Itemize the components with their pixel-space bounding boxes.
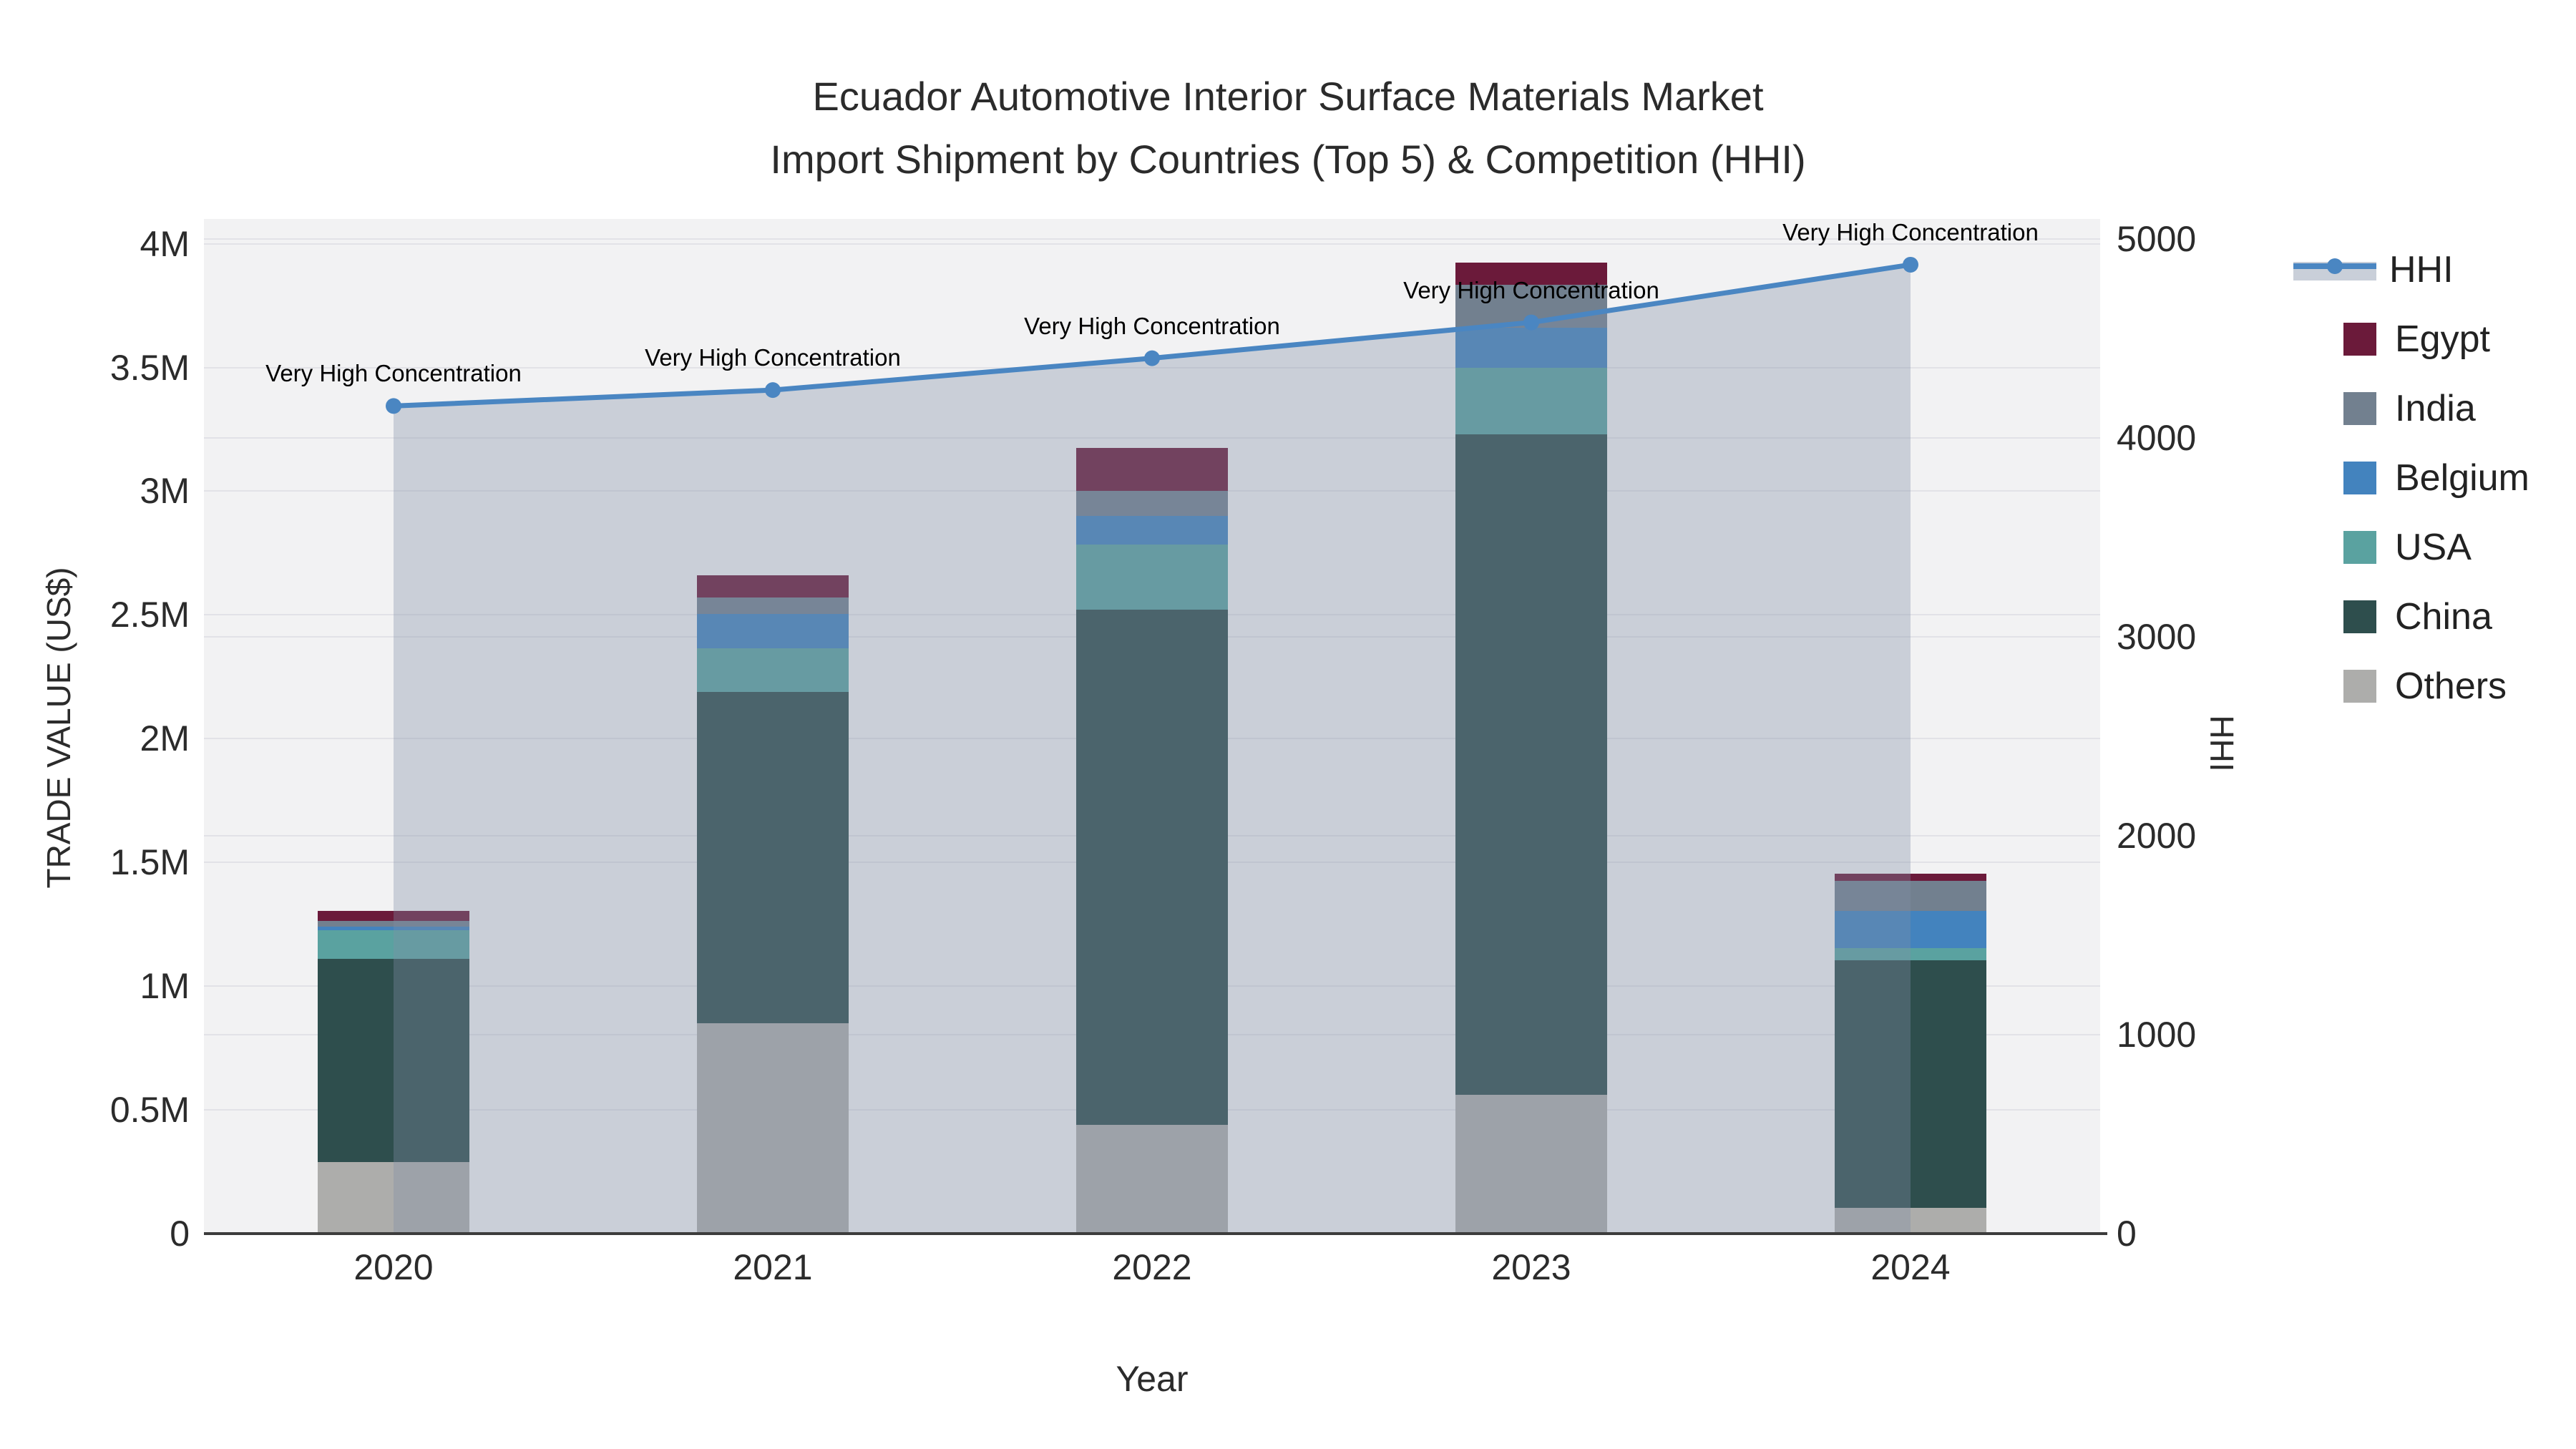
y-left-tick-label: 3M (140, 471, 190, 512)
legend-item-egypt[interactable]: Egypt (2293, 304, 2529, 374)
legend-item-usa[interactable]: USA (2293, 512, 2529, 582)
annotation-2023: Very High Concentration (1403, 276, 1659, 303)
x-axis-line (204, 1232, 2107, 1235)
legend-item-china[interactable]: China (2293, 582, 2529, 651)
annotation-2022: Very High Concentration (1024, 312, 1280, 339)
annotation-2024: Very High Concentration (1782, 218, 2039, 245)
y-right-tick-label: 2000 (2117, 815, 2197, 856)
hhi-legend-glyph (2293, 253, 2376, 286)
y-left-tick-label: 3.5M (109, 347, 190, 388)
legend-swatch-china (2343, 600, 2376, 633)
y-left-tick-label: 1.5M (109, 842, 190, 883)
bar-segment-india-2020[interactable] (318, 920, 469, 927)
legend-swatch-belgium (2343, 461, 2376, 494)
bar-segment-others-2021[interactable] (697, 1023, 849, 1234)
x-axis-title: Year (1116, 1359, 1189, 1399)
hhi-marker-2024[interactable] (1903, 256, 1918, 273)
bar-segment-egypt-2022[interactable] (1076, 447, 1228, 492)
y-left-tick-label: 2M (140, 718, 190, 759)
hhi-marker-2022[interactable] (1144, 350, 1160, 366)
legend: HHI Egypt India Belgium USA China Others (2293, 235, 2529, 721)
hhi-marker-2021[interactable] (765, 382, 781, 399)
x-tick-label-2024: 2024 (1870, 1247, 1951, 1287)
bar-segment-china-2020[interactable] (318, 959, 469, 1162)
bar-segment-usa-2023[interactable] (1455, 367, 1607, 434)
y-right-tick-label: 1000 (2117, 1014, 2197, 1055)
legend-label: China (2395, 595, 2492, 638)
bar-segment-china-2021[interactable] (697, 691, 849, 1024)
legend-swatch-usa (2343, 530, 2376, 564)
bar-segment-egypt-2023[interactable] (1455, 262, 1607, 285)
bar-segment-egypt-2020[interactable] (318, 910, 469, 921)
legend-label: USA (2395, 526, 2472, 568)
y-right-tick-label: 0 (2117, 1214, 2137, 1254)
hhi-area-fill (394, 264, 1911, 1234)
bar-segment-india-2024[interactable] (1835, 881, 1986, 911)
bar-segment-others-2023[interactable] (1455, 1095, 1607, 1234)
plot-area (204, 219, 2100, 1234)
annotation-2021: Very High Concentration (645, 344, 901, 371)
bar-segment-belgium-2023[interactable] (1455, 328, 1607, 368)
legend-swatch-india (2343, 391, 2376, 425)
y-right-tick-label: 5000 (2117, 218, 2197, 259)
bar-segment-belgium-2022[interactable] (1076, 516, 1228, 545)
y-right-tick-label: 3000 (2117, 616, 2197, 657)
legend-label: Egypt (2395, 318, 2490, 360)
hhi-marker-2020[interactable] (386, 398, 401, 414)
legend-label: Belgium (2395, 457, 2529, 499)
hhi-marker-2023[interactable] (1523, 314, 1539, 331)
x-tick-label-2021: 2021 (733, 1247, 813, 1287)
x-tick-label-2022: 2022 (1112, 1247, 1192, 1287)
gridline-left-axis (204, 243, 2100, 245)
bar-segment-belgium-2020[interactable] (318, 927, 469, 931)
bar-segment-china-2024[interactable] (1835, 960, 1986, 1208)
y-left-tick-label: 4M (140, 223, 190, 264)
legend-item-india[interactable]: India (2293, 374, 2529, 443)
legend-item-others[interactable]: Others (2293, 651, 2529, 721)
legend-item-hhi[interactable]: HHI (2293, 235, 2529, 304)
annotation-2020: Very High Concentration (265, 360, 522, 387)
bar-segment-usa-2021[interactable] (697, 648, 849, 692)
legend-swatch-others (2343, 669, 2376, 703)
bar-segment-china-2022[interactable] (1076, 610, 1228, 1125)
y-axis-right-title: HHI (2203, 715, 2240, 772)
legend-item-belgium[interactable]: Belgium (2293, 443, 2529, 512)
x-tick-label-2020: 2020 (353, 1247, 434, 1287)
bar-segment-egypt-2024[interactable] (1835, 873, 1986, 882)
bar-segment-usa-2024[interactable] (1835, 947, 1986, 960)
bar-segment-egypt-2021[interactable] (697, 575, 849, 598)
bar-segment-india-2022[interactable] (1076, 491, 1228, 517)
bar-segment-belgium-2024[interactable] (1835, 910, 1986, 948)
chart-title-line2: Import Shipment by Countries (Top 5) & C… (770, 137, 1806, 182)
bar-segment-china-2023[interactable] (1455, 434, 1607, 1096)
bar-segment-usa-2020[interactable] (318, 930, 469, 960)
legend-swatch-egypt (2343, 322, 2376, 356)
bar-segment-belgium-2021[interactable] (697, 613, 849, 649)
chart-title-line1: Ecuador Automotive Interior Surface Mate… (812, 74, 1764, 119)
bar-segment-others-2024[interactable] (1835, 1207, 1986, 1234)
gridline-right-axis (204, 436, 2100, 439)
legend-label: Others (2395, 665, 2507, 707)
y-left-tick-label: 0 (170, 1214, 190, 1254)
bar-segment-usa-2022[interactable] (1076, 544, 1228, 610)
legend-label: HHI (2389, 248, 2454, 291)
y-left-tick-label: 2.5M (109, 595, 190, 635)
hhi-legend-marker-icon (2327, 258, 2343, 274)
y-right-tick-label: 4000 (2117, 417, 2197, 458)
gridline-right-axis (204, 238, 2100, 240)
y-left-tick-label: 1M (140, 966, 190, 1007)
y-left-tick-label: 0.5M (109, 1090, 190, 1131)
hhi-line-overlay (386, 256, 1918, 1234)
bar-segment-others-2022[interactable] (1076, 1124, 1228, 1234)
bar-segment-india-2021[interactable] (697, 597, 849, 614)
gridline-left-axis (204, 366, 2100, 369)
bar-segment-others-2020[interactable] (318, 1161, 469, 1234)
x-tick-label-2023: 2023 (1491, 1247, 1571, 1287)
legend-label: India (2395, 387, 2476, 429)
